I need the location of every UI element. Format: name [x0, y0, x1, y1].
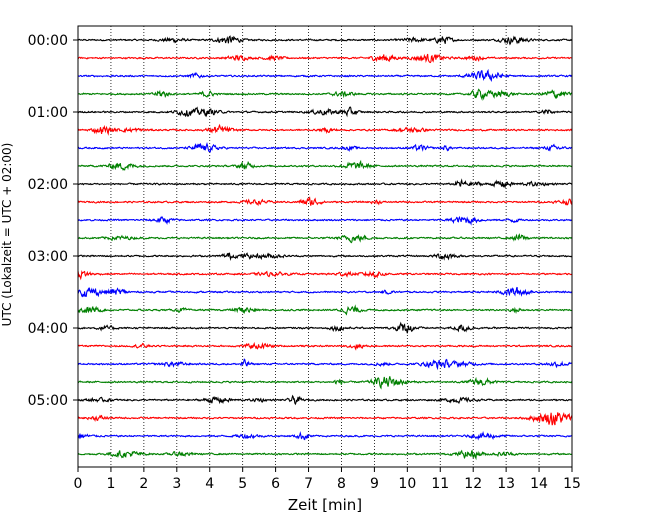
- y-tick-label: 05:00: [28, 393, 68, 409]
- x-tick-label: 11: [431, 476, 449, 492]
- plot-frame: [77, 25, 573, 468]
- x-axis-label: Zeit [min]: [288, 496, 362, 514]
- x-tick-label: 10: [398, 476, 416, 492]
- y-axis: 00:00 01:00 02:00 03:00 04:00 05:00: [28, 33, 78, 409]
- x-tick-label: 12: [464, 476, 482, 492]
- x-axis: 0 1 2 3 4 5 6 7 8 9 10 11 12 13 14 15: [74, 467, 581, 492]
- trace-line-4: [77, 88, 573, 101]
- y-tick-label: 04:00: [28, 321, 68, 337]
- trace-line-11: [77, 215, 573, 226]
- trace-line-5: [77, 106, 573, 118]
- x-tick-label: 4: [205, 476, 214, 492]
- x-tick-label: 0: [74, 476, 83, 492]
- trace-line-7: [77, 142, 573, 153]
- trace-series-group: [77, 35, 573, 461]
- y-tick-label: 02:00: [28, 177, 68, 193]
- trace-line-23: [77, 430, 573, 441]
- x-tick-label: 7: [304, 476, 313, 492]
- trace-line-22: [77, 412, 573, 426]
- x-tick-label: 5: [238, 476, 247, 492]
- x-tick-label: 15: [563, 476, 581, 492]
- x-tick-label: 9: [370, 476, 379, 492]
- x-tick-label: 1: [106, 476, 115, 492]
- y-axis-label: UTC (Lokalzeit = UTC + 02:00): [0, 143, 14, 327]
- trace-line-15: [77, 286, 573, 298]
- x-tick-label: 3: [172, 476, 181, 492]
- trace-line-20: [77, 376, 573, 390]
- trace-line-16: [77, 304, 573, 316]
- x-tick-label: 8: [337, 476, 346, 492]
- x-tick-label: 13: [497, 476, 515, 492]
- trace-line-18: [77, 341, 573, 351]
- y-tick-label: 01:00: [28, 105, 68, 121]
- trace-line-6: [77, 123, 573, 136]
- trace-line-8: [77, 159, 573, 171]
- trace-line-12: [77, 233, 573, 244]
- trace-line-14: [77, 269, 573, 281]
- trace-line-13: [77, 252, 573, 262]
- trace-line-10: [77, 196, 573, 207]
- x-tick-label: 14: [530, 476, 548, 492]
- trace-line-1: [77, 35, 573, 46]
- x-tick-label: 2: [139, 476, 148, 492]
- trace-line-3: [77, 68, 573, 82]
- trace-line-19: [77, 358, 573, 371]
- trace-line-2: [77, 53, 572, 64]
- y-tick-label: 00:00: [28, 33, 68, 49]
- trace-line-9: [77, 178, 573, 189]
- x-tick-label: 6: [271, 476, 280, 492]
- trace-line-24: [77, 449, 573, 461]
- trace-line-17: [77, 321, 573, 334]
- y-tick-label: 03:00: [28, 249, 68, 265]
- trace-line-21: [77, 394, 573, 406]
